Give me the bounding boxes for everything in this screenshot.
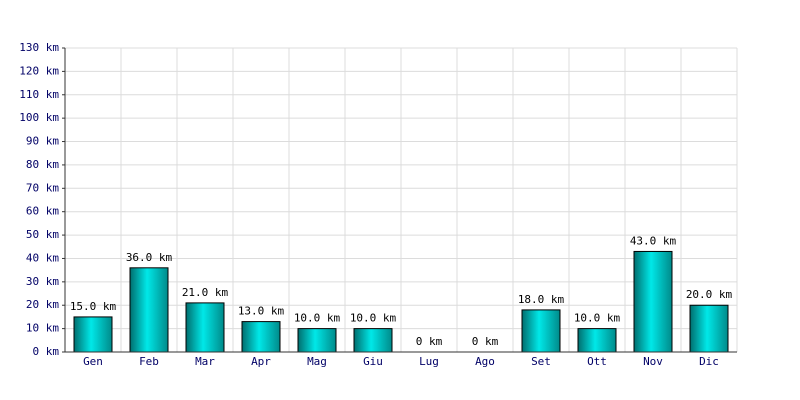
value-label: 15.0 km [70,300,117,313]
x-tick-label: Mar [195,355,215,368]
bar [689,304,729,353]
value-label: 20.0 km [686,288,733,301]
y-tick-label: 90 km [26,135,59,148]
bar [129,267,169,353]
bar [185,302,225,353]
x-tick-label: Mag [307,355,327,368]
bar [73,316,113,353]
value-label: 0 km [472,335,499,348]
value-label: 10.0 km [350,312,397,325]
y-tick-label: 40 km [26,251,59,264]
bar [241,321,281,353]
x-tick-label: Lug [419,355,439,368]
value-label: 10.0 km [294,312,341,325]
x-tick-label: Nov [643,355,663,368]
y-tick-label: 120 km [19,64,59,77]
bar [353,328,393,353]
y-tick-label: 30 km [26,275,59,288]
x-tick-label: Set [531,355,551,368]
y-tick-label: 70 km [26,181,59,194]
value-label: 36.0 km [126,251,173,264]
x-tick-label: Ott [587,355,607,368]
value-label: 10.0 km [574,312,621,325]
y-tick-label: 80 km [26,158,59,171]
x-tick-label: Giu [363,355,383,368]
x-tick-label: Dic [699,355,719,368]
x-tick-label: Apr [251,355,271,368]
x-tick-label: Ago [475,355,495,368]
x-tick-label: Feb [139,355,159,368]
value-label: 18.0 km [518,293,565,306]
y-tick-label: 130 km [19,41,59,54]
bar [633,250,673,353]
y-tick-label: 110 km [19,88,59,101]
y-tick-label: 0 km [33,345,60,358]
x-tick-label: Gen [83,355,103,368]
bar [297,328,337,353]
y-tick-label: 50 km [26,228,59,241]
y-tick-label: 100 km [19,111,59,124]
bar [521,309,561,353]
value-label: 0 km [416,335,443,348]
value-label: 43.0 km [630,234,677,247]
bar [577,328,617,353]
value-label: 21.0 km [182,286,229,299]
y-tick-label: 20 km [26,298,59,311]
y-tick-label: 60 km [26,205,59,218]
y-tick-label: 10 km [26,322,59,335]
value-label: 13.0 km [238,305,285,318]
